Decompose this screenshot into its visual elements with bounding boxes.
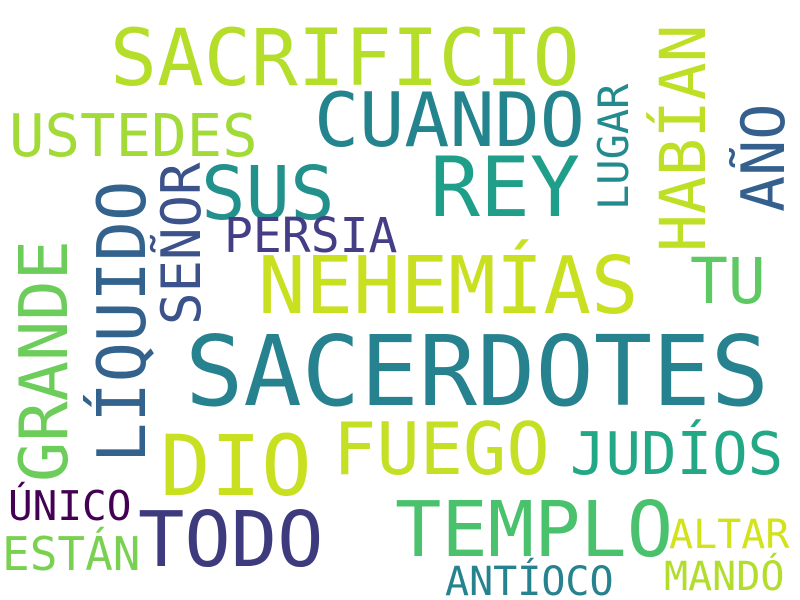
word-cuando: CUANDO bbox=[314, 76, 585, 164]
word-sacrificio: SACRIFICIO bbox=[110, 14, 580, 104]
word-rey: REY bbox=[430, 139, 580, 236]
word-mando: MANDÓ bbox=[664, 554, 785, 600]
word-ano: AÑO bbox=[729, 103, 799, 212]
word-antioco: ANTÍOCO bbox=[445, 559, 614, 600]
word-fuego: FUEGO bbox=[333, 407, 550, 491]
word-lugar: LUGAR bbox=[589, 83, 638, 210]
word-ustedes: USTEDES bbox=[9, 101, 258, 170]
word-sacerdotes: SACERDOTES bbox=[185, 315, 769, 428]
word-dio: DIO bbox=[160, 417, 312, 515]
word-estan: ESTÁN bbox=[2, 527, 141, 581]
word-tu: TU bbox=[690, 245, 766, 318]
word-liquido: LÍQUIDO bbox=[83, 180, 161, 463]
word-sus: SUS bbox=[201, 151, 335, 237]
word-unico: ÚNICO bbox=[8, 482, 132, 530]
word-todo: TODO bbox=[138, 496, 324, 585]
word-altar: ALTAR bbox=[669, 512, 790, 558]
word-templo: TEMPLO bbox=[395, 486, 674, 575]
word-persia: PERSIA bbox=[224, 208, 398, 264]
word-nehemias: NEHEMÍAS bbox=[258, 240, 639, 332]
word-grande: GRANDE bbox=[5, 239, 83, 482]
word-habian: HABÍAN bbox=[647, 24, 720, 252]
word-senor: SEÑOR bbox=[150, 162, 213, 325]
word-judios: JUDÍOS bbox=[570, 419, 784, 488]
